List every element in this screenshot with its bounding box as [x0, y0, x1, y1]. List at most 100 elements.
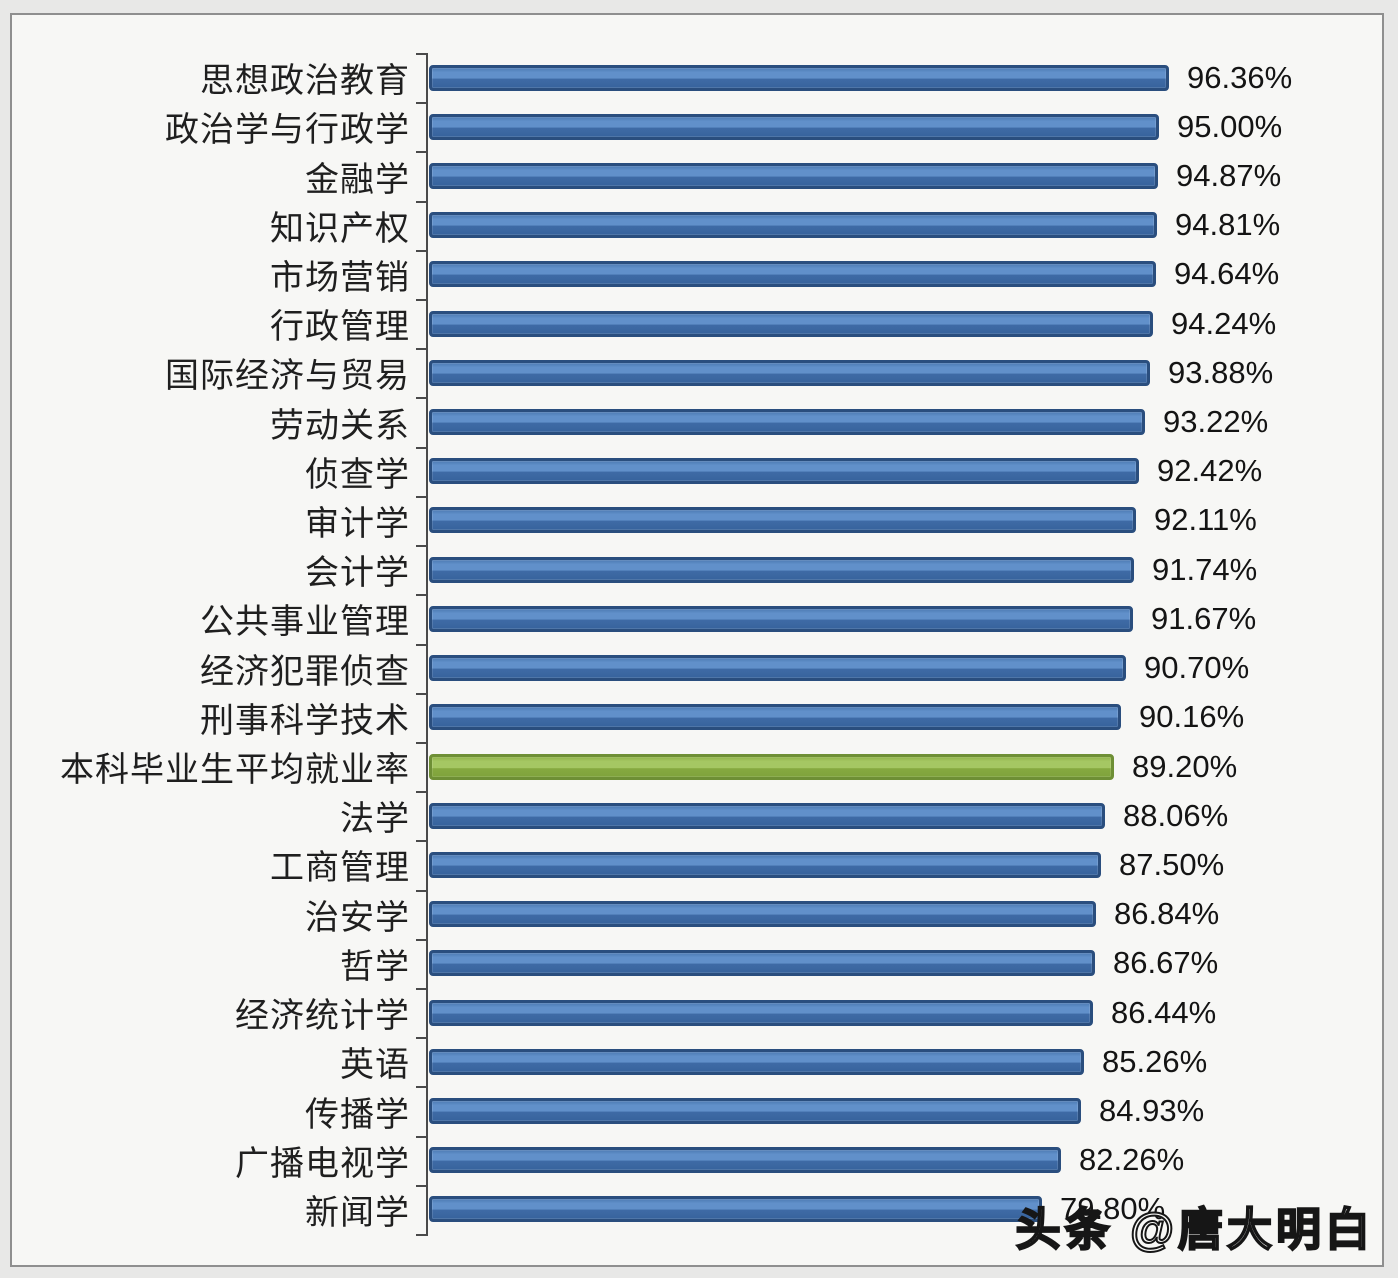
axis-tick — [416, 102, 427, 104]
value-label: 89.20% — [1132, 748, 1238, 784]
axis-tick — [416, 348, 427, 350]
bar — [429, 999, 1093, 1026]
axis-tick — [416, 1037, 427, 1039]
bar — [429, 409, 1145, 436]
axis-tick — [416, 545, 427, 547]
bar — [429, 753, 1114, 780]
bar — [429, 64, 1169, 91]
bar — [429, 507, 1136, 534]
value-label: 93.88% — [1168, 354, 1274, 390]
axis-tick — [416, 939, 427, 941]
value-label: 91.74% — [1152, 551, 1258, 587]
category-label: 公共事业管理 — [200, 604, 410, 642]
axis-tick — [416, 1234, 427, 1236]
value-label: 88.06% — [1123, 797, 1229, 833]
value-label: 94.81% — [1175, 207, 1281, 243]
value-label: 86.44% — [1111, 994, 1217, 1030]
axis-tick — [416, 644, 427, 646]
value-label: 79.80% — [1060, 1191, 1166, 1227]
value-label: 90.16% — [1139, 699, 1245, 735]
value-label: 95.00% — [1177, 108, 1283, 144]
bar — [429, 458, 1139, 485]
axis-tick — [416, 840, 427, 842]
value-label: 92.42% — [1157, 453, 1263, 489]
category-label: 哲学 — [340, 948, 410, 986]
value-label: 93.22% — [1163, 404, 1269, 440]
bar — [429, 1048, 1084, 1075]
value-label: 87.50% — [1119, 846, 1225, 882]
value-label: 90.70% — [1144, 650, 1250, 686]
category-label: 国际经济与贸易 — [165, 358, 410, 396]
category-label: 金融学 — [305, 161, 410, 199]
category-label: 传播学 — [305, 1096, 410, 1134]
category-label: 本科毕业生平均就业率 — [60, 752, 410, 790]
category-label: 劳动关系 — [270, 407, 410, 445]
bar — [429, 605, 1133, 632]
bar — [429, 310, 1153, 337]
category-label: 经济统计学 — [235, 998, 410, 1036]
value-label: 94.64% — [1174, 256, 1280, 292]
axis-tick — [416, 151, 427, 153]
axis-tick — [416, 447, 427, 449]
axis-tick — [416, 299, 427, 301]
bar — [429, 556, 1134, 583]
category-label: 英语 — [340, 1047, 410, 1085]
axis-tick — [416, 890, 427, 892]
value-label: 91.67% — [1151, 600, 1257, 636]
bar — [429, 655, 1126, 682]
category-label: 新闻学 — [305, 1194, 410, 1232]
value-label: 84.93% — [1099, 1093, 1205, 1128]
category-label: 侦查学 — [305, 456, 410, 494]
category-label: 思想政治教育 — [200, 63, 410, 101]
value-label: 96.36% — [1187, 59, 1293, 95]
axis-tick — [416, 1136, 427, 1138]
axis-tick — [416, 496, 427, 498]
bar — [429, 851, 1101, 878]
axis-tick — [416, 201, 427, 203]
axis-tick — [416, 250, 427, 252]
category-axis-line — [426, 53, 428, 1237]
value-label: 86.67% — [1113, 945, 1219, 981]
category-label: 政治学与行政学 — [165, 112, 410, 150]
bar — [429, 802, 1105, 829]
axis-tick — [416, 1185, 427, 1187]
bar — [429, 359, 1150, 386]
category-label: 治安学 — [305, 899, 410, 937]
axis-tick — [416, 397, 427, 399]
value-label: 94.24% — [1171, 305, 1277, 341]
bar — [429, 901, 1096, 928]
bar — [429, 1196, 1042, 1223]
axis-tick — [416, 693, 427, 695]
value-label: 94.87% — [1176, 158, 1282, 193]
bar — [429, 704, 1121, 731]
bar — [429, 163, 1158, 190]
category-label: 会计学 — [305, 555, 410, 593]
category-label: 刑事科学技术 — [200, 702, 410, 740]
bar — [429, 212, 1157, 239]
category-label: 经济犯罪侦查 — [200, 653, 410, 691]
bar — [429, 1098, 1081, 1124]
axis-tick — [416, 53, 427, 55]
axis-tick — [416, 988, 427, 990]
axis-tick — [416, 742, 427, 744]
category-label: 工商管理 — [270, 850, 410, 888]
value-label: 85.26% — [1102, 1043, 1208, 1079]
bar — [429, 261, 1156, 288]
watermark: 头条 @唐大明白 — [1015, 1203, 1374, 1256]
chart-area: 思想政治教育 96.36% 政治学与行政学 95.00% 金融学 94.87% … — [10, 13, 1384, 1267]
category-label: 行政管理 — [270, 309, 410, 347]
value-label: 86.84% — [1114, 896, 1220, 932]
value-label: 82.26% — [1079, 1142, 1185, 1178]
axis-tick — [416, 594, 427, 596]
bar — [429, 950, 1095, 977]
category-label: 广播电视学 — [235, 1145, 410, 1183]
bar — [429, 1147, 1061, 1174]
bar — [429, 113, 1159, 140]
axis-tick — [416, 1086, 427, 1088]
axis-tick — [416, 791, 427, 793]
category-label: 法学 — [340, 801, 410, 839]
category-label: 审计学 — [305, 505, 410, 543]
value-label: 92.11% — [1154, 502, 1257, 538]
category-label: 知识产权 — [270, 210, 410, 248]
category-label: 市场营销 — [270, 259, 410, 297]
